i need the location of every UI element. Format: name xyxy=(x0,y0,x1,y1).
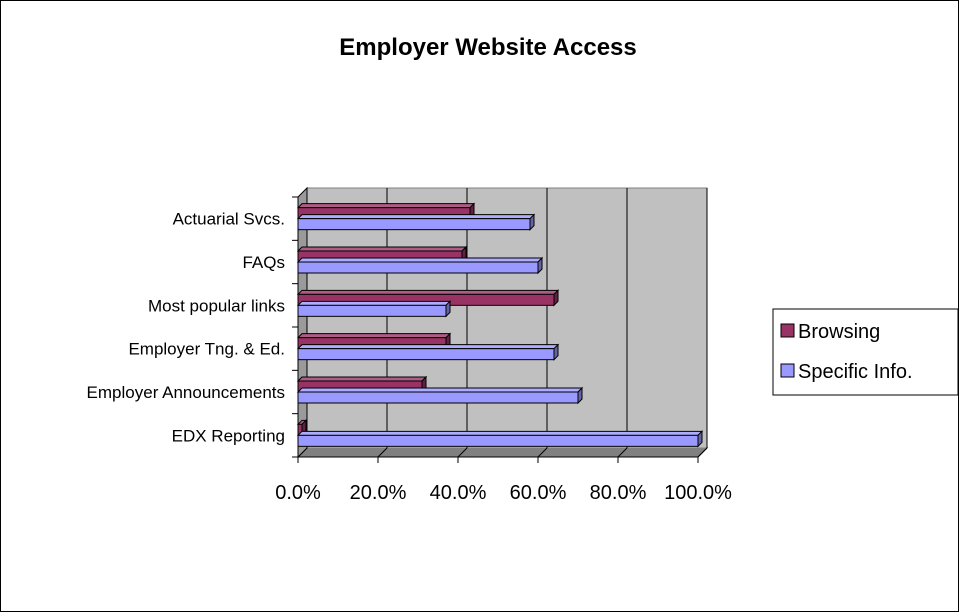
gridline-floor xyxy=(377,447,388,458)
bar-specific-info xyxy=(296,213,536,231)
bar-front-face xyxy=(297,348,555,361)
gridline-floor xyxy=(697,447,708,458)
legend: Browsing Specific Info. xyxy=(772,308,959,396)
gridline-floor xyxy=(457,447,468,458)
x-tick-label: 80.0% xyxy=(590,482,647,504)
bar-side-face xyxy=(553,343,559,361)
bar-side-face xyxy=(697,430,703,448)
legend-label: Browsing xyxy=(798,321,880,343)
bar-front-face xyxy=(297,434,699,447)
bar-top-face xyxy=(296,387,584,393)
bar-specific-info xyxy=(296,343,560,361)
category-label: Employer Announcements xyxy=(87,383,285,402)
legend-swatch xyxy=(780,323,795,338)
x-tick-label: 100.0% xyxy=(664,482,732,504)
bar-specific-info xyxy=(296,386,584,405)
x-tick-label: 20.0% xyxy=(350,482,407,504)
bar-front-face xyxy=(297,391,579,404)
bar-specific-info xyxy=(296,256,544,275)
bar-specific-info xyxy=(296,430,704,448)
bar-side-face xyxy=(553,289,559,307)
gridline-floor xyxy=(617,447,628,458)
bar-top-face xyxy=(296,430,704,436)
bar-top-face xyxy=(296,289,560,295)
category-label: FAQs xyxy=(242,253,285,272)
bar-front-face xyxy=(297,304,447,317)
plot-area: 0.0% 20.0% 40.0% 60.0% 80.0% 100.0% Actuarial … xyxy=(87,186,732,504)
bar-side-face xyxy=(537,256,543,275)
bar-specific-info xyxy=(296,300,452,318)
plot-back-wall xyxy=(306,187,708,449)
bar-browsing xyxy=(296,245,468,264)
bar-side-face xyxy=(577,386,583,405)
bar-top-face xyxy=(296,376,428,382)
bar-top-face xyxy=(296,257,544,263)
bar-side-face xyxy=(529,213,535,231)
x-tick-label: 0.0% xyxy=(275,482,321,504)
bar-front-face xyxy=(297,218,531,231)
gridline-floor xyxy=(537,447,548,458)
category-label: EDX Reporting xyxy=(172,426,285,445)
plot-floor xyxy=(296,447,709,458)
bar-top-face xyxy=(296,333,452,339)
bar-side-face xyxy=(445,300,451,318)
category-label: Employer Tng. & Ed. xyxy=(128,340,285,359)
legend-swatch xyxy=(780,363,795,378)
bar-top-face xyxy=(296,246,468,252)
bar-top-face xyxy=(296,214,536,220)
bar-front-face xyxy=(297,261,539,274)
bar-browsing xyxy=(296,202,476,220)
bar-top-face xyxy=(296,203,476,209)
bar-top-face xyxy=(296,344,560,350)
legend-label: Specific Info. xyxy=(798,361,913,383)
legend-box xyxy=(772,308,959,396)
category-label: Actuarial Svcs. xyxy=(173,210,285,229)
x-tick-label: 60.0% xyxy=(510,482,567,504)
x-tick-label: 40.0% xyxy=(430,482,487,504)
bar-top-face xyxy=(296,300,452,306)
category-label: Most popular links xyxy=(148,296,285,315)
chart-title: Employer Website Access xyxy=(339,34,636,61)
